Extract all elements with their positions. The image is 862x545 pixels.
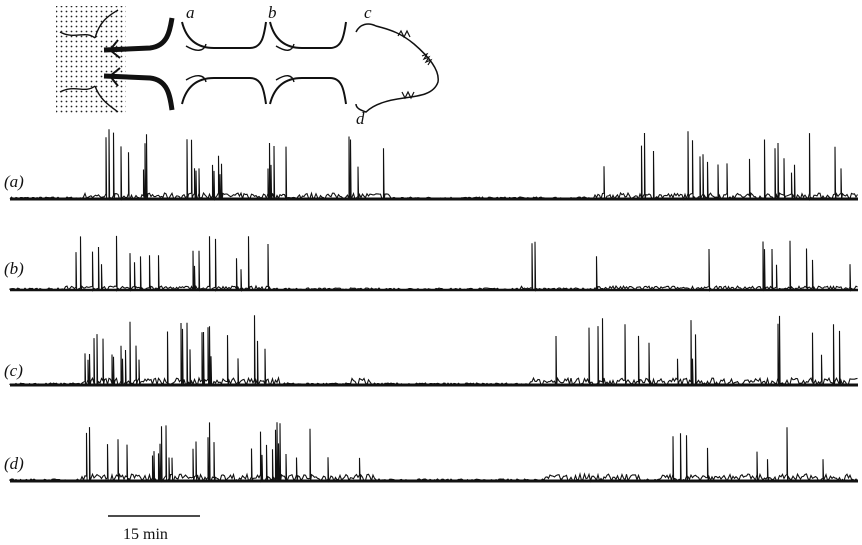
schematic-label-c: c bbox=[364, 3, 372, 22]
segment-cd-loop bbox=[355, 23, 439, 113]
time-scale-bar: 15 min bbox=[108, 515, 200, 543]
preparation-schematic: a b c d bbox=[56, 3, 439, 128]
trace-c bbox=[9, 315, 858, 388]
trace-label-c: (c) bbox=[4, 361, 23, 380]
nerve-branches bbox=[59, 9, 119, 113]
trace-d-line bbox=[9, 422, 858, 483]
trace-a-line bbox=[9, 129, 858, 202]
stippled-tissue-block bbox=[56, 6, 126, 114]
trace-label-b: (b) bbox=[4, 259, 24, 278]
trace-c-line bbox=[9, 315, 858, 388]
segment-b bbox=[269, 21, 347, 105]
trace-b-line bbox=[9, 235, 858, 293]
trace-label-d: (d) bbox=[4, 454, 24, 473]
schematic-label-b: b bbox=[268, 3, 277, 22]
trace-b bbox=[9, 235, 858, 293]
schematic-label-d: d bbox=[356, 109, 365, 128]
segment-a bbox=[181, 21, 267, 105]
trace-d bbox=[9, 422, 858, 483]
trace-label-a: (a) bbox=[4, 172, 24, 191]
main-connectives bbox=[103, 17, 175, 111]
schematic-label-a: a bbox=[186, 3, 195, 22]
trace-a bbox=[9, 129, 858, 202]
scale-bar-label: 15 min bbox=[123, 526, 168, 543]
recording-traces: (a) (b) (c) (d) bbox=[4, 129, 858, 483]
